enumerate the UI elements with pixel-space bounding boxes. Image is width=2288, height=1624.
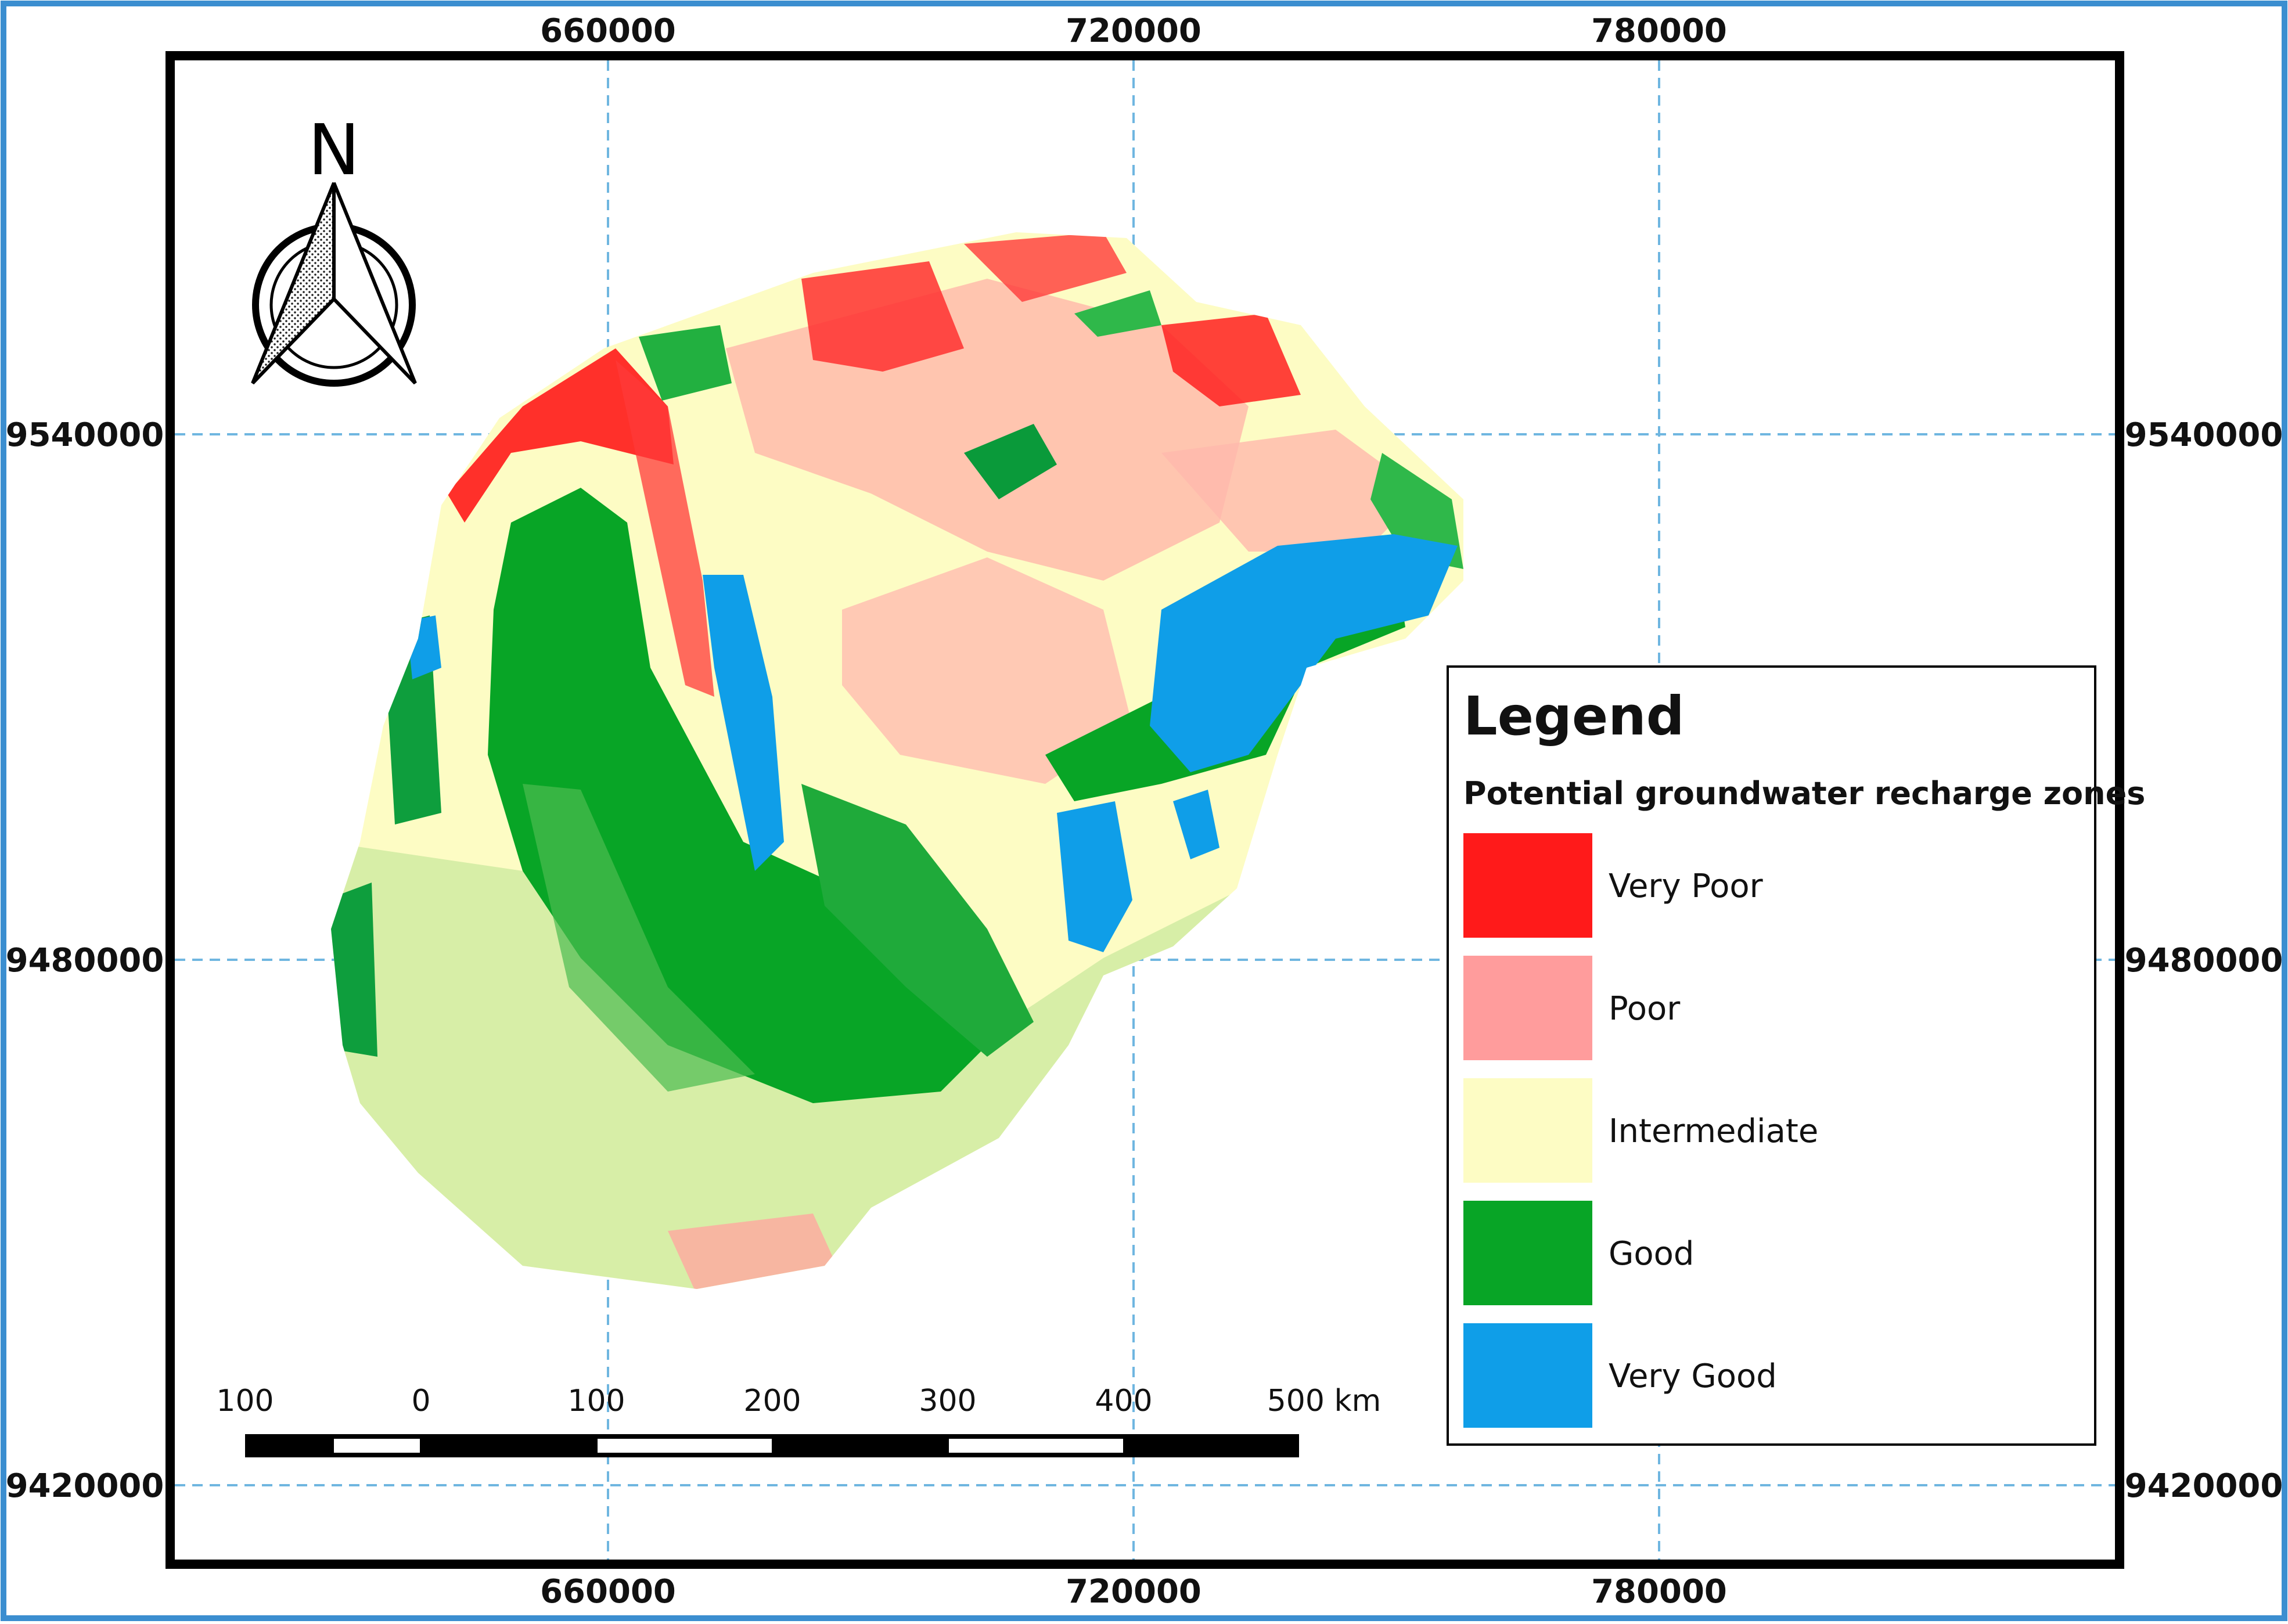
zone-good-north-patch (964, 424, 1057, 499)
zone-very-poor-northwest (447, 348, 674, 523)
scale-bar-segment-white-1 (598, 1439, 772, 1453)
legend-title: Legend (1463, 685, 1685, 747)
zone-very-poor-northeast (964, 232, 1127, 302)
zone-very-good-east (1150, 534, 1458, 772)
zone-good-south-central (801, 784, 1034, 1057)
scale-label-0: 100 (216, 1384, 274, 1418)
zone-very-poor-streak (616, 360, 714, 697)
zone-intermediate-pocket (1121, 801, 1179, 917)
legend-label-very-good: Very Good (1609, 1357, 1777, 1395)
scale-label-6: 500 km (1267, 1384, 1382, 1418)
coord-bottom-x-2: 780000 (1591, 1573, 1727, 1611)
scale-label-3: 200 (743, 1384, 801, 1418)
scale-bar: 100 0 100 200 300 400 500 km (216, 1384, 1381, 1457)
zone-very-good-east-small (1173, 790, 1219, 859)
scale-label-4: 300 (919, 1384, 976, 1418)
scale-label-2: 100 (567, 1384, 625, 1418)
legend-swatch-very-poor (1463, 833, 1592, 938)
zone-good-northeast-patch (1074, 290, 1161, 337)
coord-right-y-0: 9540000 (2125, 416, 2283, 454)
north-arrow-right-half (332, 182, 417, 385)
scale-bar-segment-white-2 (949, 1439, 1123, 1453)
coord-bottom-x-1: 720000 (1066, 1573, 1201, 1611)
coord-left-y-1: 9480000 (6, 942, 164, 980)
coord-bottom-x-0: 660000 (540, 1573, 676, 1611)
legend-swatch-good (1463, 1201, 1592, 1305)
legend-label-poor: Poor (1609, 990, 1681, 1028)
zone-poor-east (1161, 430, 1423, 552)
legend-swatch-very-good (1463, 1323, 1592, 1428)
legend-swatch-poor (1463, 956, 1592, 1060)
legend-subtitle: Potential groundwater recharge zones (1463, 775, 2145, 812)
zone-very-poor-east (1161, 314, 1301, 406)
zone-good-east-edge (1370, 453, 1463, 569)
scale-label-1: 0 (411, 1384, 430, 1418)
coord-top-x-2: 780000 (1591, 12, 1727, 50)
zone-good-west-belt (523, 784, 755, 1092)
legend: Legend Potential groundwater recharge zo… (1447, 665, 2145, 1446)
zone-very-good-southeast (1057, 801, 1132, 952)
north-letter: N (308, 110, 360, 191)
bottom-x-labels: 660000 720000 780000 (540, 1573, 1727, 1611)
zone-very-poor-north (801, 261, 964, 372)
zone-poor-central (842, 557, 1132, 784)
coord-top-x-0: 660000 (540, 12, 676, 50)
scale-bar-outline (245, 1434, 1299, 1457)
north-arrow-icon: N (251, 110, 417, 387)
scale-bar-segment-white-0 (334, 1439, 420, 1453)
legend-label-very-poor: Very Poor (1609, 867, 1764, 905)
legend-label-good: Good (1609, 1235, 1694, 1273)
zone-very-good-central (703, 575, 784, 871)
coord-right-y-1: 9480000 (2125, 942, 2283, 980)
coord-left-y-2: 9420000 (6, 1467, 164, 1505)
right-y-labels: 9540000 9480000 9420000 (2125, 416, 2283, 1505)
coord-left-y-0: 9540000 (6, 416, 164, 454)
coord-right-y-2: 9420000 (2125, 1467, 2283, 1505)
scale-label-5: 400 (1095, 1384, 1152, 1418)
top-x-labels: 660000 720000 780000 (540, 12, 1727, 50)
coord-top-x-1: 720000 (1066, 12, 1201, 50)
legend-swatch-intermediate (1463, 1078, 1592, 1183)
legend-label-intermediate: Intermediate (1609, 1112, 1818, 1150)
left-y-labels: 9540000 9480000 9420000 (6, 416, 164, 1505)
zone-good-north-strip (639, 325, 732, 401)
